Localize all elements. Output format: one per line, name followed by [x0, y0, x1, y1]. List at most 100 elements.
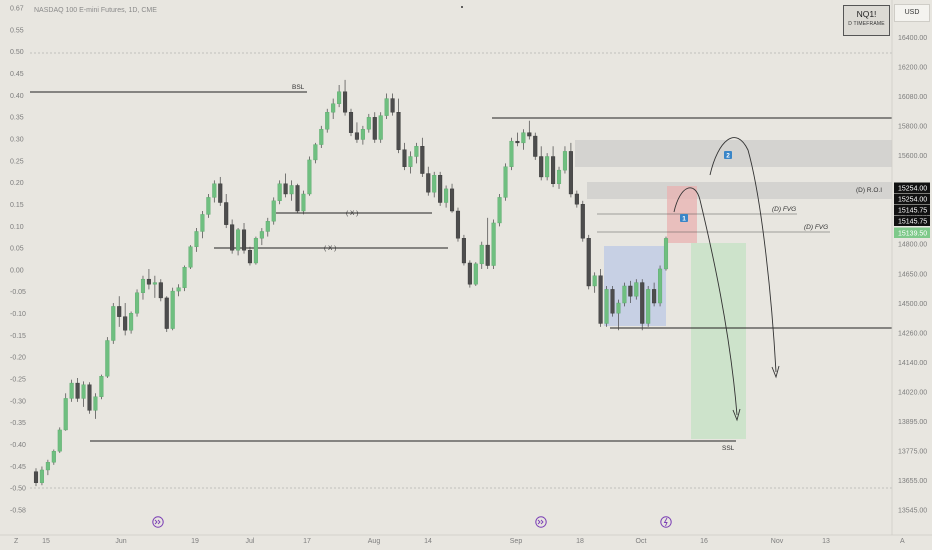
candle [218, 176, 223, 206]
left-axis-tick-label: -0.50 [10, 486, 26, 493]
candle [283, 173, 288, 198]
candle-body [75, 382, 80, 399]
left-axis-tick-label: -0.25 [10, 377, 26, 384]
right-axis-tick-label: 15600.00 [898, 153, 927, 160]
candle-body [236, 229, 241, 251]
candle [461, 234, 466, 266]
candle [259, 228, 264, 246]
event-icon-3[interactable] [660, 516, 672, 528]
candle-body [111, 306, 116, 341]
candle [265, 217, 270, 237]
event-icon-2[interactable] [535, 516, 547, 528]
candle [408, 151, 413, 174]
left-axis-tick-label: 0.40 [10, 93, 24, 100]
candle-body [515, 140, 520, 144]
candle-body [230, 224, 235, 251]
price-tag-label: 15139.50 [898, 231, 927, 238]
candle-body [556, 169, 562, 184]
candle-body [628, 285, 633, 297]
candle [75, 377, 80, 402]
candle [331, 98, 336, 120]
left-axis-tick-label: 0.25 [10, 158, 24, 165]
candle-body [527, 132, 532, 137]
badge-1 [680, 214, 688, 222]
candle-body [432, 175, 437, 193]
candle-body [188, 246, 193, 268]
candle-body [509, 140, 514, 167]
a-corner-label[interactable]: A [900, 538, 905, 545]
left-axis-tick-label: -0.05 [10, 289, 26, 296]
candle [176, 284, 181, 297]
x-axis-tick-label: 19 [191, 538, 199, 545]
candle [455, 207, 461, 242]
candle [592, 272, 597, 293]
x-axis-tick-label: Oct [636, 538, 647, 545]
candle [343, 79, 348, 116]
candle-body [265, 221, 270, 232]
x-axis-tick-label: Jul [246, 538, 255, 545]
badge-2-label: 2 [726, 153, 730, 160]
candle [426, 166, 431, 196]
currency-button[interactable]: USD [894, 4, 930, 22]
z-corner-label[interactable]: Z [14, 538, 19, 545]
candle-body [568, 151, 573, 195]
x-axis-tick-label: 18 [576, 538, 584, 545]
candle [580, 200, 585, 242]
candle-body [343, 91, 348, 113]
candle [539, 146, 544, 181]
candle-body [129, 313, 134, 331]
candle-body [93, 396, 98, 411]
candle-body [313, 144, 318, 161]
candle-body [384, 98, 389, 116]
candle [295, 183, 300, 213]
candle-body [598, 275, 603, 324]
candle [515, 132, 520, 147]
ssl-label: SSL [722, 445, 735, 452]
price-tag-label: 15145.75 [898, 219, 927, 226]
x-level-upper-label: ( X ) [346, 210, 358, 217]
candle [390, 93, 395, 116]
candle-body [491, 222, 496, 266]
candle [533, 132, 538, 160]
candle [188, 245, 193, 269]
candle-body [604, 289, 609, 324]
candle [129, 311, 134, 334]
candle [646, 285, 651, 327]
candle-body [218, 183, 223, 203]
candle-body [503, 166, 508, 198]
grey-zone-roi [587, 182, 892, 199]
candle [384, 93, 389, 120]
candle [444, 185, 449, 208]
candle [378, 112, 383, 143]
candle-body [455, 210, 461, 239]
candle-body [105, 340, 110, 377]
event-icon-1[interactable] [152, 516, 164, 528]
candle-body [247, 250, 253, 264]
candle-body [194, 231, 199, 247]
candle [521, 129, 526, 150]
x-axis-tick-label: Nov [771, 538, 784, 545]
projection-path-2 [709, 137, 777, 373]
candle [87, 382, 92, 414]
candle [45, 459, 50, 476]
candle [366, 113, 371, 133]
candle [497, 193, 502, 227]
candle [33, 468, 39, 487]
candle-body [277, 183, 282, 202]
roi-label: (D) R.O.I [856, 187, 882, 194]
candle-body [366, 117, 371, 130]
candle [473, 262, 478, 286]
candle-body [253, 238, 258, 264]
candle [325, 108, 330, 133]
candle [57, 427, 62, 453]
candle [402, 142, 407, 171]
candle-body [87, 384, 92, 411]
candle [307, 156, 312, 196]
candle [658, 265, 663, 307]
candle [99, 374, 104, 400]
candle-body [182, 267, 187, 288]
candle-body [325, 112, 330, 130]
candle [206, 193, 211, 218]
